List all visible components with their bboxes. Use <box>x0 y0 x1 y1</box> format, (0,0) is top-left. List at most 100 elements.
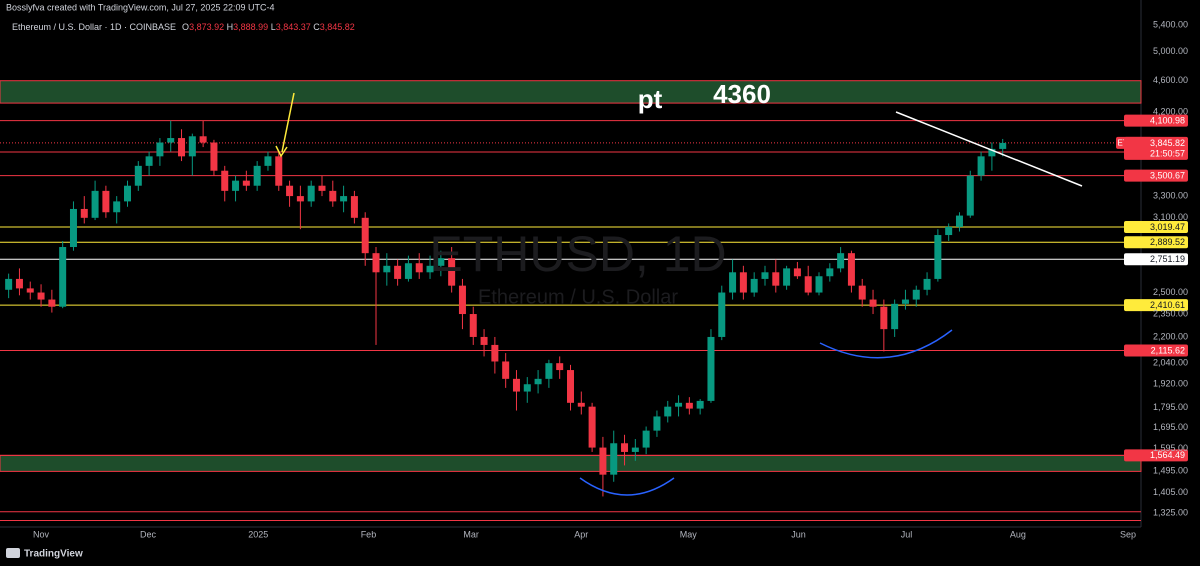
level-label: 4,100.98 <box>1150 115 1185 125</box>
ohlc-label: O <box>182 22 189 32</box>
candle-body <box>847 253 855 286</box>
candles-layer <box>5 120 1007 497</box>
legend: Ethereum / U.S. Dollar · 1D · COINBASE O 3… <box>12 22 355 32</box>
price-badge <box>1124 136 1188 160</box>
candle-body <box>664 406 672 417</box>
y-tick-label: 2,040.00 <box>1153 358 1188 368</box>
level-badge <box>1124 236 1188 249</box>
candle-body <box>642 430 650 448</box>
x-tick-label: Dec <box>140 529 157 539</box>
candle-body <box>891 303 899 330</box>
level-badge <box>1124 449 1188 462</box>
candle-body <box>826 268 834 277</box>
candle-body <box>404 263 412 279</box>
candle-body <box>534 378 542 385</box>
legend-title: Ethereum / U.S. Dollar · 1D · COINBASE <box>12 22 176 32</box>
candle-body <box>837 253 845 269</box>
candle-body <box>556 363 564 371</box>
brand-logo <box>6 548 20 558</box>
candle-body <box>361 217 369 254</box>
candle-body <box>80 208 88 218</box>
candle-body <box>48 299 56 307</box>
candle-body <box>631 447 639 452</box>
x-tick-label: Feb <box>361 529 377 539</box>
level-label: 3,019.47 <box>1150 222 1185 232</box>
candle-body <box>685 402 693 409</box>
level-badge <box>1124 169 1188 182</box>
y-tick-label: 5,400.00 <box>1153 19 1188 29</box>
candle-body <box>783 268 791 286</box>
candle-body <box>523 384 531 392</box>
candle-body <box>394 265 402 279</box>
watermark-subtitle: Ethereum / U.S. Dollar <box>478 286 678 308</box>
candle-body <box>458 285 466 315</box>
drawings <box>275 92 1083 496</box>
candle-body <box>772 272 780 286</box>
candle-body <box>804 276 812 293</box>
price-label: 3,845.82 <box>1150 138 1185 148</box>
x-tick-label: Aug <box>1010 529 1026 539</box>
candle-body <box>134 165 142 186</box>
y-tick-label: 1,405.00 <box>1153 487 1188 497</box>
candle-body <box>945 226 953 236</box>
candle-body <box>188 136 196 157</box>
candle-body <box>350 196 358 218</box>
candle-body <box>210 142 218 171</box>
x-tick-label: Jul <box>901 529 913 539</box>
candle-body <box>232 180 240 191</box>
candle-body <box>37 292 45 300</box>
candle-body <box>567 370 574 403</box>
candle-body <box>815 276 823 293</box>
ohlc-value: 3,843.37 <box>276 22 311 32</box>
candle-body <box>934 235 942 279</box>
zone <box>0 80 1142 104</box>
y-tick-label: 1,920.00 <box>1153 379 1188 389</box>
candle-body <box>858 285 866 300</box>
candle-body <box>286 185 294 197</box>
candle-body <box>167 138 175 143</box>
annotation: pt <box>638 84 663 114</box>
candle-body <box>718 292 726 337</box>
candle-body <box>264 156 272 166</box>
candle-body <box>383 265 391 273</box>
candle-body <box>448 258 456 286</box>
candle-body <box>729 272 737 293</box>
candle-body <box>242 180 250 186</box>
y-tick-label: 3,300.00 <box>1153 190 1188 200</box>
candle-body <box>739 272 747 293</box>
arc-drawing <box>819 329 953 359</box>
y-tick-label: 1,325.00 <box>1153 507 1188 517</box>
candle-body <box>469 314 477 337</box>
level-label: 2,115.62 <box>1151 345 1185 355</box>
candle-body <box>372 253 380 273</box>
annotation: 4360 <box>713 79 771 109</box>
level-label: 2,751.19 <box>1150 254 1185 264</box>
watermark: ETHUSD, 1D <box>429 226 726 282</box>
candle-body <box>329 190 337 202</box>
level-label: 2,889.52 <box>1150 237 1185 247</box>
y-tick-label: 2,500.00 <box>1153 287 1188 297</box>
candle-body <box>988 148 996 157</box>
level-badge <box>1124 253 1188 266</box>
candle-body <box>793 268 801 277</box>
candle-body <box>307 185 315 202</box>
ohlc-label: C <box>313 22 320 32</box>
x-tick-label: Nov <box>33 529 50 539</box>
y-tick-label: 1,795.00 <box>1153 402 1188 412</box>
x-tick-label: Apr <box>574 529 588 539</box>
candle-body <box>59 247 67 307</box>
candle-body <box>275 156 283 186</box>
candle-body <box>750 278 758 293</box>
level-label: 2,410.61 <box>1150 300 1185 310</box>
x-tick-label: May <box>680 529 698 539</box>
candle-body <box>437 258 445 266</box>
candle-body <box>599 447 607 475</box>
level-label: 1,564.49 <box>1150 450 1185 460</box>
candle-body <box>318 185 326 191</box>
candle-body <box>675 402 683 407</box>
trend-line <box>895 111 1083 187</box>
candle-body <box>145 156 153 166</box>
y-tick-label: 2,350.00 <box>1153 308 1188 318</box>
